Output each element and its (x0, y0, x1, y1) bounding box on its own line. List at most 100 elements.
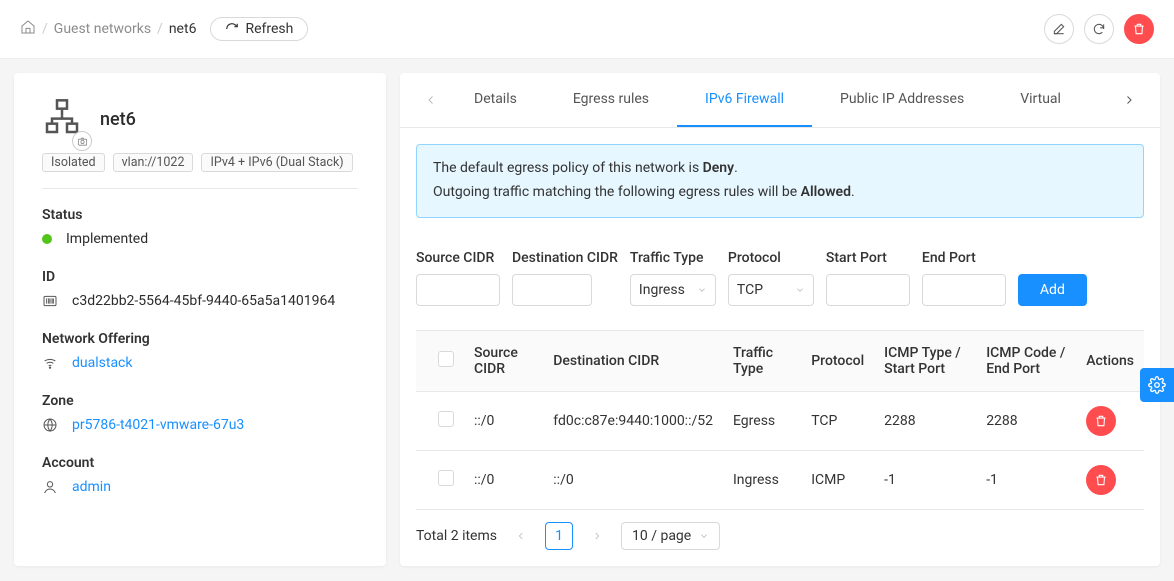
prev-page[interactable] (507, 522, 535, 550)
trash-icon (1094, 473, 1108, 487)
rules-table: Source CIDR Destination CIDR Traffic Typ… (416, 330, 1144, 510)
protocol-select[interactable]: TCP (728, 274, 814, 306)
tabs: Details Egress rules IPv6 Firewall Publi… (400, 73, 1160, 128)
wifi-icon (42, 355, 58, 371)
traffic-type-value: Ingress (639, 282, 685, 298)
cell-protocol: TCP (801, 391, 874, 450)
source-cidr-input[interactable] (416, 274, 500, 306)
trash-icon (1132, 22, 1146, 36)
chevron-left-icon (516, 531, 526, 541)
total-text: Total 2 items (416, 528, 497, 544)
source-cidr-label: Source CIDR (416, 232, 500, 266)
dest-cidr-input[interactable] (512, 274, 592, 306)
chevron-down-icon (699, 531, 709, 541)
refresh-label: Refresh (245, 21, 293, 37)
alert-text: The default egress policy of this networ… (433, 160, 703, 176)
egress-policy-alert: The default egress policy of this networ… (416, 144, 1144, 218)
traffic-type-select[interactable]: Ingress (630, 274, 716, 306)
alert-text: . (851, 184, 855, 200)
start-port-label: Start Port (826, 232, 910, 266)
page-size-value: 10 / page (632, 528, 691, 544)
edit-button[interactable] (1044, 14, 1074, 44)
delete-rule-button[interactable] (1086, 465, 1116, 495)
page-size-select[interactable]: 10 / page (621, 522, 720, 550)
offering-label: Network Offering (42, 331, 358, 347)
settings-button[interactable] (1140, 368, 1174, 402)
cell-source: ::/0 (464, 391, 543, 450)
pagination: Total 2 items 1 10 / page (416, 510, 1144, 550)
delete-network-button[interactable] (1124, 14, 1154, 44)
tabs-scroll-left[interactable] (416, 94, 446, 106)
tab-ipv6-firewall[interactable]: IPv6 Firewall (677, 73, 812, 127)
add-button[interactable]: Add (1018, 274, 1087, 306)
main-panel: Details Egress rules IPv6 Firewall Publi… (400, 73, 1160, 566)
chevron-down-icon (795, 285, 805, 295)
sync-icon (1092, 22, 1106, 36)
camera-icon (77, 136, 88, 147)
dest-cidr-label: Destination CIDR (512, 232, 618, 266)
chevron-right-icon (1123, 94, 1135, 106)
col-protocol: Protocol (801, 330, 874, 391)
cell-end: 2288 (976, 391, 1076, 450)
breadcrumb-guest-networks[interactable]: Guest networks (54, 21, 151, 37)
offering-link[interactable]: dualstack (72, 355, 132, 371)
row-checkbox[interactable] (438, 411, 454, 427)
delete-rule-button[interactable] (1086, 406, 1116, 436)
alert-bold: Deny (703, 160, 734, 176)
tab-virtual-routers[interactable]: Virtual Routers (992, 73, 1062, 127)
row-checkbox[interactable] (438, 470, 454, 486)
page-number[interactable]: 1 (545, 522, 573, 550)
select-all-checkbox[interactable] (438, 351, 454, 367)
tag-list: Isolated vlan://1022 IPv4 + IPv6 (Dual S… (42, 153, 358, 172)
alert-bold: Allowed (801, 184, 851, 200)
gear-icon (1148, 376, 1166, 394)
table-row: ::/0fd0c:c87e:9440:1000::/52EgressTCP228… (416, 391, 1144, 450)
account-link[interactable]: admin (72, 479, 111, 495)
tag-vlan: vlan://1022 (113, 153, 194, 172)
refresh-icon (225, 22, 239, 36)
zone-label: Zone (42, 393, 358, 409)
network-icon (42, 97, 82, 137)
tab-details[interactable]: Details (446, 73, 545, 127)
traffic-type-label: Traffic Type (630, 232, 716, 266)
zone-link[interactable]: pr5786-t4021-vmware-67u3 (72, 417, 244, 433)
cell-start: 2288 (874, 391, 976, 450)
id-value: c3d22bb2-5564-45bf-9440-65a5a1401964 (72, 293, 335, 309)
tabs-scroll-right[interactable] (1114, 94, 1144, 106)
cell-traffic: Egress (723, 391, 801, 450)
trash-icon (1094, 414, 1108, 428)
col-dest: Destination CIDR (543, 330, 723, 391)
change-icon-button[interactable] (72, 131, 92, 151)
edit-icon (1052, 22, 1066, 36)
status-label: Status (42, 207, 358, 223)
start-port-input[interactable] (826, 274, 910, 306)
cell-dest: fd0c:c87e:9440:1000::/52 (543, 391, 723, 450)
tab-egress-rules[interactable]: Egress rules (545, 73, 677, 127)
breadcrumb-sep: / (157, 21, 163, 37)
breadcrumb: / Guest networks / net6 Refresh (20, 17, 308, 41)
cell-dest: ::/0 (543, 450, 723, 509)
user-icon (42, 479, 58, 495)
details-panel: net6 Isolated vlan://1022 IPv4 + IPv6 (D… (14, 73, 386, 566)
refresh-button[interactable]: Refresh (210, 17, 308, 41)
chevron-left-icon (425, 94, 437, 106)
tab-public-ip[interactable]: Public IP Addresses (812, 73, 992, 127)
home-icon[interactable] (20, 19, 36, 39)
cell-start: -1 (874, 450, 976, 509)
end-port-input[interactable] (922, 274, 1006, 306)
col-end: ICMP Code / End Port (976, 330, 1076, 391)
panel-title: net6 (100, 109, 136, 130)
protocol-value: TCP (737, 282, 763, 298)
alert-text: Outgoing traffic matching the following … (433, 184, 801, 200)
account-label: Account (42, 455, 358, 471)
status-dot-icon (42, 234, 52, 244)
protocol-label: Protocol (728, 232, 814, 266)
barcode-icon (42, 293, 58, 309)
globe-icon (42, 417, 58, 433)
breadcrumb-sep: / (42, 21, 48, 37)
status-value: Implemented (66, 231, 148, 247)
sync-button[interactable] (1084, 14, 1114, 44)
tag-ip-stack: IPv4 + IPv6 (Dual Stack) (201, 153, 352, 172)
chevron-down-icon (697, 285, 707, 295)
next-page[interactable] (583, 522, 611, 550)
